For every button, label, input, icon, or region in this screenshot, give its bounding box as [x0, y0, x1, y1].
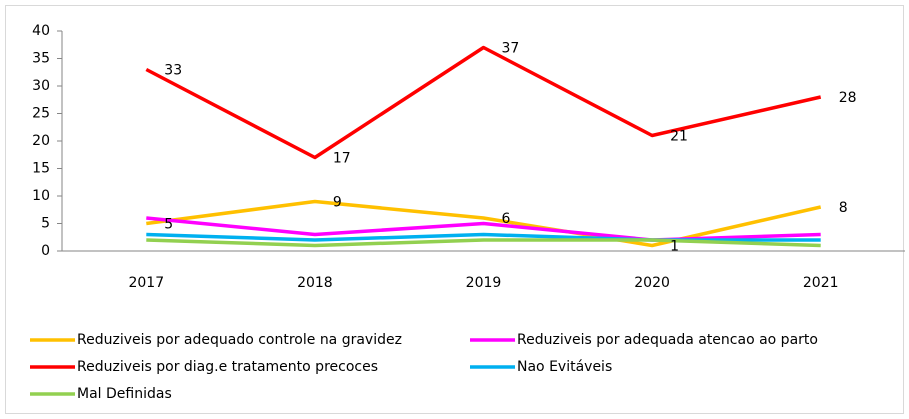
x-tick-label: 2018: [297, 275, 333, 291]
x-tick-label: 2019: [466, 275, 502, 291]
x-tick-label: 2017: [128, 275, 164, 291]
legend-label: Reduziveis por adequado controle na grav…: [77, 332, 402, 348]
data-label: 8: [839, 200, 848, 216]
x-tick-label: 2021: [803, 275, 839, 291]
x-tick-label: 2020: [634, 275, 670, 291]
y-tick-label: 5: [41, 216, 50, 232]
series-line: [146, 199, 822, 248]
y-tick-label: 10: [32, 188, 50, 204]
y-tick-label: 20: [32, 133, 50, 149]
data-label: 17: [333, 151, 351, 167]
y-tick-label: 0: [41, 243, 50, 259]
legend-label: Nao Evitáveis: [517, 359, 612, 375]
data-label: 6: [502, 211, 511, 227]
series-line: [145, 45, 822, 160]
data-label: 28: [839, 90, 857, 106]
y-tick-label: 30: [32, 78, 50, 94]
legend-label: Mal Definidas: [77, 386, 172, 402]
series-line: [146, 238, 821, 248]
data-label: 37: [502, 41, 520, 57]
data-label: 9: [333, 195, 342, 211]
data-label: 1: [670, 239, 679, 255]
y-tick-label: 40: [32, 23, 50, 39]
data-label: 33: [164, 63, 182, 79]
series-line: [146, 232, 821, 242]
data-label: 5: [164, 217, 173, 233]
data-label: 21: [670, 129, 688, 145]
y-tick-label: 35: [32, 51, 50, 67]
y-tick-label: 25: [32, 106, 50, 122]
legend-label: Reduziveis por diag.e tratamento precoce…: [77, 359, 378, 375]
y-tick-label: 15: [32, 161, 50, 177]
legend-label: Reduziveis por adequada atencao ao parto: [517, 332, 818, 348]
series-line: [146, 216, 821, 242]
